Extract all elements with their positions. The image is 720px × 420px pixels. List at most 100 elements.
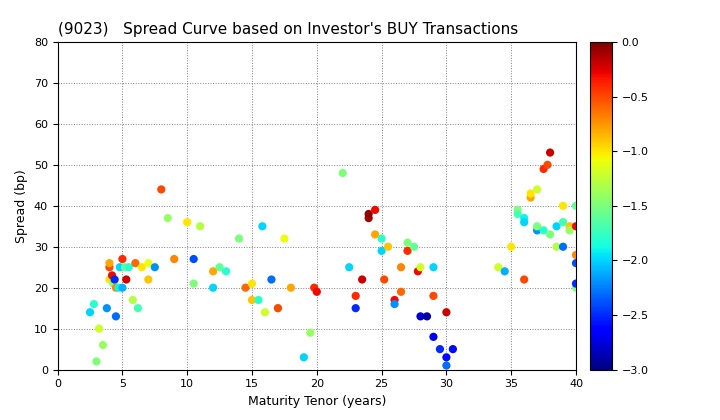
Point <box>428 264 439 270</box>
Point <box>117 284 128 291</box>
Point <box>272 305 284 312</box>
Point <box>88 301 99 307</box>
Point <box>531 186 543 193</box>
Point <box>337 170 348 176</box>
Point <box>101 305 112 312</box>
Point <box>570 202 582 209</box>
Point <box>233 235 245 242</box>
Point <box>104 276 115 283</box>
Point <box>505 243 517 250</box>
Point <box>120 264 131 270</box>
Point <box>94 325 105 332</box>
Point <box>570 223 582 230</box>
Point <box>512 207 523 213</box>
Point <box>143 260 154 266</box>
Point <box>492 264 504 270</box>
Point <box>557 219 569 226</box>
Point <box>551 243 562 250</box>
Point <box>350 305 361 312</box>
Point <box>91 358 102 365</box>
Point <box>207 284 219 291</box>
Point <box>518 215 530 221</box>
Point <box>279 235 290 242</box>
Point <box>107 280 119 287</box>
Point <box>136 264 148 270</box>
Point <box>343 264 355 270</box>
Point <box>110 313 122 320</box>
Point <box>382 243 394 250</box>
Point <box>557 243 569 250</box>
Point <box>402 239 413 246</box>
Point <box>421 313 433 320</box>
Point <box>266 276 277 283</box>
Point <box>570 252 582 258</box>
Point <box>544 231 556 238</box>
Point <box>207 268 219 275</box>
Point <box>256 223 268 230</box>
Point <box>512 210 523 217</box>
Point <box>104 260 115 266</box>
Point <box>123 264 135 270</box>
Point <box>538 227 549 234</box>
Point <box>544 149 556 156</box>
Point <box>531 223 543 230</box>
Point <box>253 297 264 303</box>
Y-axis label: Spread (bp): Spread (bp) <box>15 169 28 243</box>
Point <box>564 223 575 230</box>
Point <box>518 219 530 226</box>
Point <box>298 354 310 361</box>
X-axis label: Maturity Tenor (years): Maturity Tenor (years) <box>248 395 386 408</box>
Point <box>441 362 452 369</box>
Point <box>538 165 549 172</box>
Point <box>107 272 118 279</box>
Point <box>246 297 258 303</box>
Point <box>376 235 387 242</box>
Point <box>356 276 368 283</box>
Point <box>434 346 446 352</box>
Point <box>84 309 96 316</box>
Point <box>109 276 120 283</box>
Point <box>132 305 144 312</box>
Point <box>188 256 199 262</box>
Point <box>240 284 251 291</box>
Point <box>412 268 423 275</box>
Point <box>379 276 390 283</box>
Point <box>570 280 582 287</box>
Point <box>389 301 400 307</box>
Point <box>525 194 536 201</box>
Point <box>311 289 323 295</box>
Point <box>246 280 258 287</box>
Point <box>557 202 569 209</box>
Point <box>415 313 426 320</box>
Point <box>181 219 193 226</box>
Point <box>395 289 407 295</box>
Point <box>551 223 562 230</box>
Point <box>220 268 232 275</box>
Point <box>564 227 575 234</box>
Point <box>113 284 125 291</box>
Point <box>117 256 128 262</box>
Point <box>369 231 381 238</box>
Point <box>143 276 154 283</box>
Point <box>402 247 413 254</box>
Point <box>214 264 225 270</box>
Point <box>447 346 459 352</box>
Point <box>110 284 122 291</box>
Point <box>428 333 439 340</box>
Point <box>120 276 132 283</box>
Text: (9023)   Spread Curve based on Investor's BUY Transactions: (9023) Spread Curve based on Investor's … <box>58 22 518 37</box>
Point <box>168 256 180 262</box>
Point <box>408 243 420 250</box>
Point <box>97 342 109 349</box>
Point <box>570 260 582 266</box>
Point <box>272 305 284 312</box>
Point <box>428 292 439 299</box>
Point <box>441 354 452 361</box>
Point <box>441 309 452 316</box>
Point <box>389 297 400 303</box>
Point <box>541 161 553 168</box>
Point <box>162 215 174 221</box>
Point <box>525 190 536 197</box>
Point <box>188 280 199 287</box>
Point <box>305 329 316 336</box>
